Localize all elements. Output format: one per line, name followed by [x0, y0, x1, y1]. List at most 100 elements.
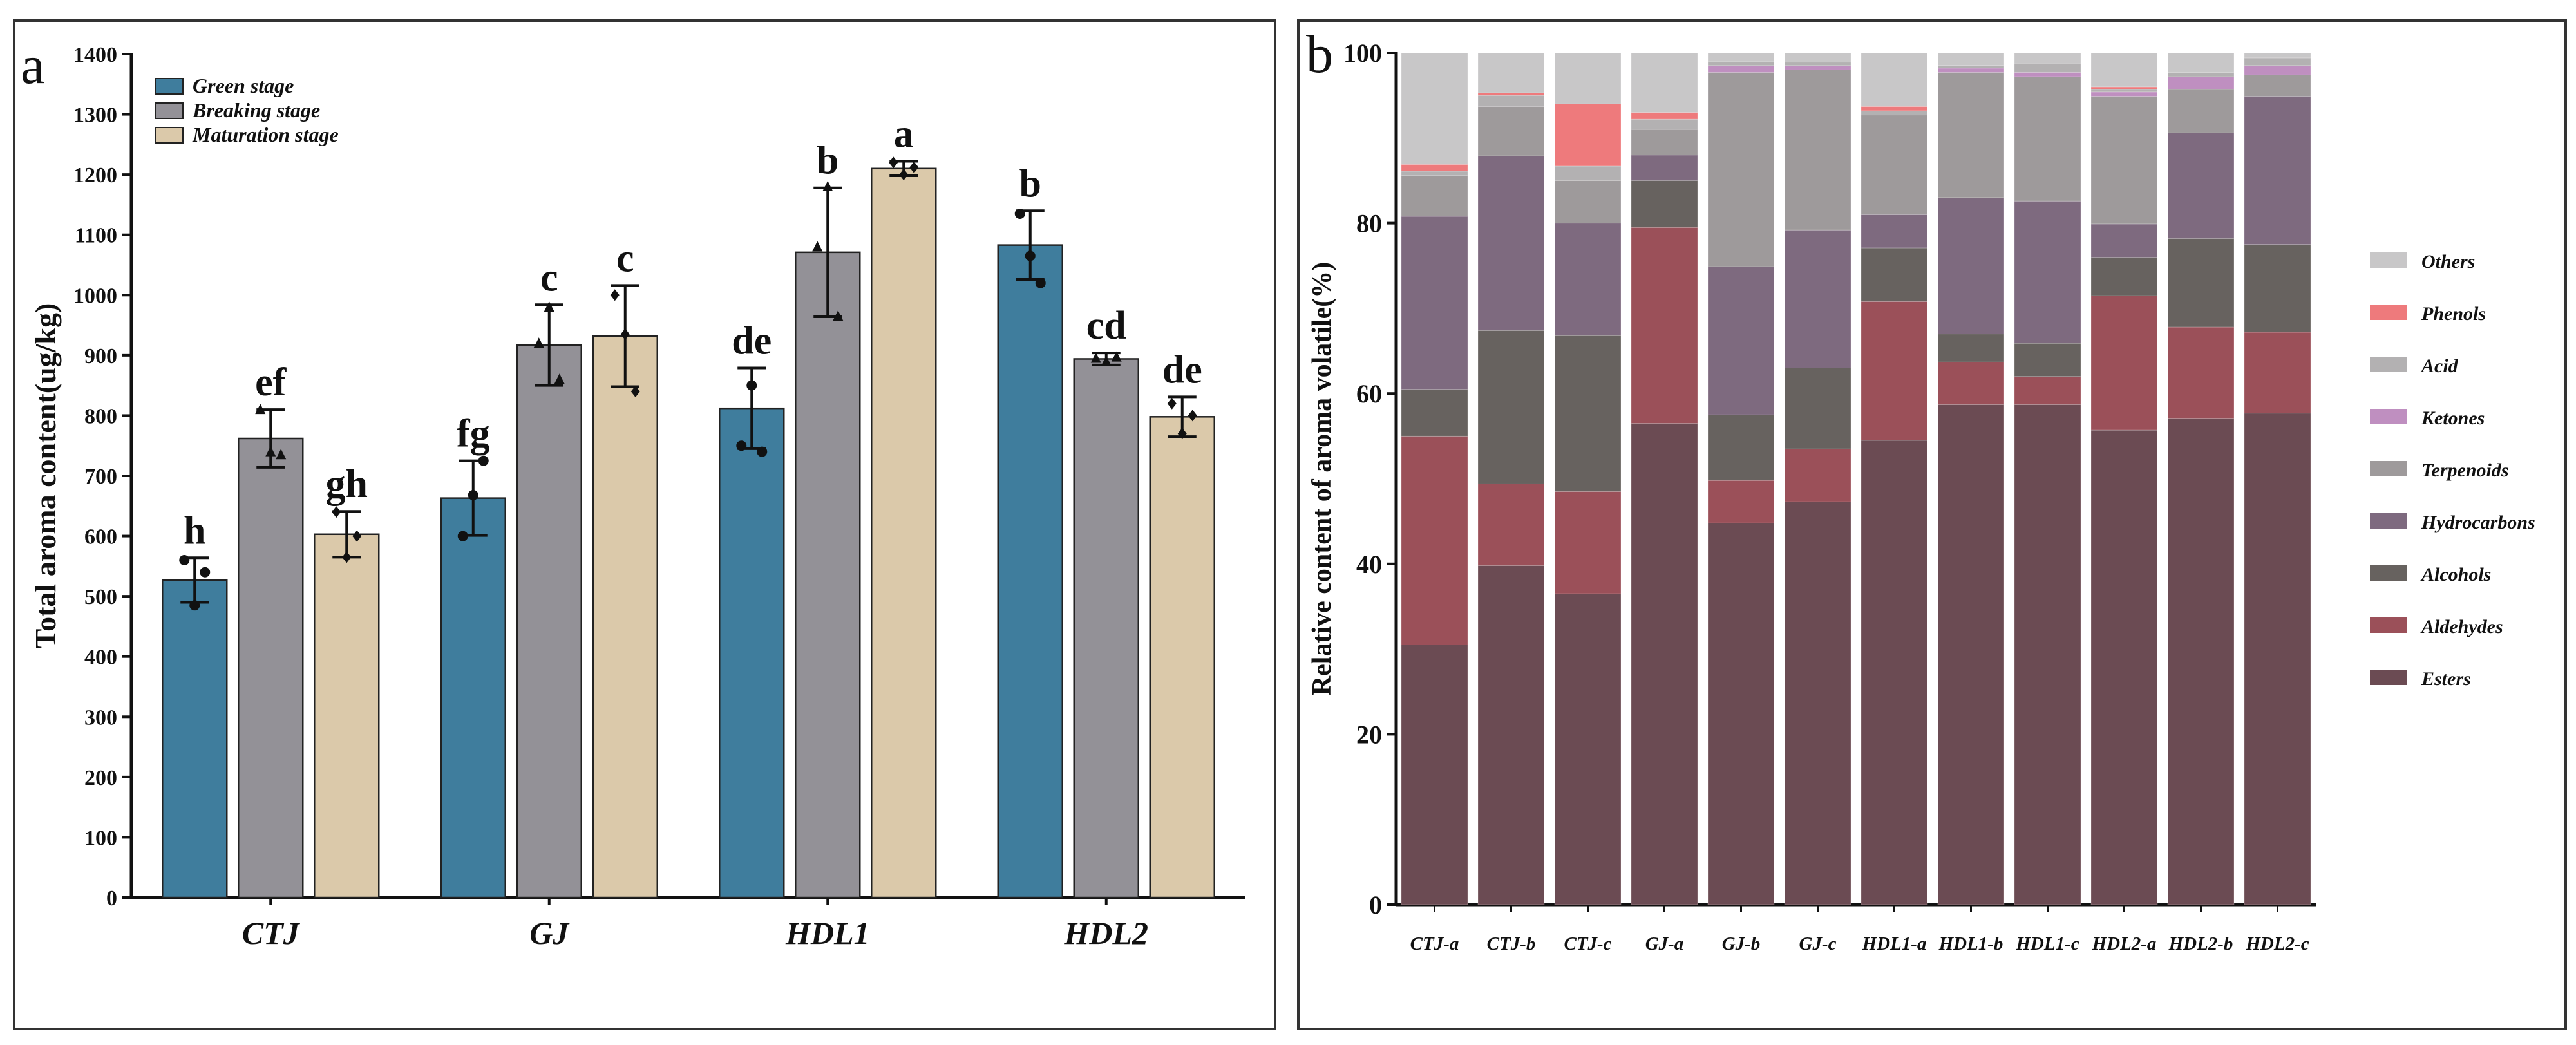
data-point: [1025, 250, 1036, 261]
significance-letter: c: [616, 236, 634, 280]
data-point: [899, 169, 909, 181]
stack-segment-hydrocarbons: [1707, 266, 1775, 415]
legend-swatch: [2370, 252, 2407, 268]
data-point: [746, 380, 757, 391]
legend-swatch: [2370, 670, 2407, 685]
stack-segment-ketones: [1707, 65, 1775, 73]
stack-segment-acid: [2167, 71, 2235, 77]
data-point: [1090, 352, 1101, 363]
legend-label: Green stage: [193, 74, 294, 97]
x-tick-label: HDL2-a: [2092, 934, 2157, 954]
stack-segment-terpenoids: [1937, 71, 2005, 198]
stack-segment-others: [2167, 52, 2235, 73]
x-tick-label: GJ-a: [1645, 934, 1684, 954]
legend-swatch: [2370, 617, 2407, 633]
stack-segment-others: [1937, 52, 2005, 66]
y-tick-label: 1300: [73, 104, 117, 127]
stack-segment-alcohols: [2244, 244, 2311, 333]
bar-green-stage: [997, 244, 1063, 899]
bar-maturation-stage: [871, 167, 937, 899]
y-tick-label: 1000: [73, 284, 117, 308]
legend-label: Alcohols: [2420, 564, 2491, 585]
y-axis-label-b: Relative content of aroma volatile(%): [1307, 262, 1337, 695]
panel-label-a: a: [21, 35, 44, 95]
data-point: [822, 180, 833, 191]
bar-breaking-stage: [1073, 358, 1139, 899]
data-point: [833, 310, 844, 321]
data-point: [255, 404, 266, 415]
stack-segment-alcohols: [1707, 414, 1775, 481]
stack-segment-alcohols: [2014, 343, 2081, 377]
stack-segment-aldehydes: [1784, 448, 1852, 502]
x-tick-label: HDL1-b: [1938, 934, 2003, 954]
data-point: [1177, 428, 1187, 440]
y-tick-label: 200: [84, 766, 117, 790]
data-point: [533, 337, 544, 348]
stack-segment-terpenoids: [2014, 76, 2081, 202]
data-point: [544, 301, 554, 312]
data-point: [889, 156, 898, 169]
x-tick-label: HDL2: [1063, 915, 1148, 951]
bar-breaking-stage: [516, 344, 582, 899]
significance-letter: gh: [326, 462, 368, 506]
x-tick-label: CTJ-b: [1487, 934, 1536, 954]
legend-swatch: [2370, 461, 2407, 476]
data-point: [200, 567, 211, 578]
y-tick-label: 1100: [75, 224, 117, 248]
data-point: [1035, 278, 1046, 288]
y-tick-label: 1200: [73, 164, 117, 187]
legend-label: Others: [2421, 251, 2475, 272]
stack-segment-hydrocarbons: [1401, 216, 1468, 390]
stack-segment-esters: [1477, 565, 1545, 905]
stack-segment-aldehydes: [1477, 483, 1545, 566]
stack-segment-acid: [2244, 57, 2311, 66]
significance-letter: c: [540, 256, 558, 299]
stack-segment-terpenoids: [1554, 180, 1622, 224]
stack-segment-aldehydes: [1861, 301, 1928, 441]
stack-segment-hydrocarbons: [1861, 214, 1928, 249]
stack-segment-hydrocarbons: [2090, 223, 2158, 258]
data-point: [1188, 410, 1197, 422]
data-point: [468, 489, 478, 500]
x-tick-label: HDL1-a: [1862, 934, 1927, 954]
stack-segment-hydrocarbons: [2014, 200, 2081, 344]
stack-segment-acid: [1784, 62, 1852, 66]
stack-segment-others: [1861, 52, 1928, 107]
stack-segment-others: [1707, 52, 1775, 62]
stack-segment-others: [1401, 52, 1468, 165]
legend-swatch: [2370, 565, 2407, 581]
stack-segment-hydrocarbons: [1631, 155, 1698, 181]
y-tick-label: 300: [84, 706, 117, 730]
stack-segment-phenols: [1554, 103, 1622, 167]
stack-segment-hydrocarbons: [1554, 223, 1622, 336]
data-point: [457, 531, 468, 541]
y-axis-label-a: Total aroma content(ug/kg): [29, 303, 62, 649]
stack-segment-esters: [1861, 440, 1928, 905]
legend-swatch: [155, 78, 184, 95]
stack-segment-alcohols: [1477, 330, 1545, 484]
stack-segment-phenols: [1401, 164, 1468, 172]
x-tick-label: CTJ-a: [1410, 934, 1459, 954]
stack-segment-ketones: [2090, 91, 2158, 97]
stack-segment-others: [2014, 52, 2081, 64]
bar-green-stage: [162, 579, 228, 899]
panel-a: a 0 100 200 300 400 500 600 700 800 900 1000 1100 120…: [13, 19, 1276, 1030]
panel-label-b: b: [1306, 24, 1333, 84]
y-tick-label: 40: [1356, 550, 1382, 579]
data-point: [554, 373, 565, 384]
stack-segment-hydrocarbons: [1477, 155, 1545, 331]
legend-swatch: [155, 127, 184, 144]
stack-segment-terpenoids: [1707, 71, 1775, 267]
stack-segment-terpenoids: [1631, 129, 1698, 156]
stack-segment-acid: [2090, 89, 2158, 93]
significance-letter: b: [1019, 162, 1041, 205]
y-tick-label: 800: [84, 404, 117, 428]
stack-segment-esters: [2167, 418, 2235, 905]
stack-segment-aldehydes: [2014, 376, 2081, 405]
stack-segment-aldehydes: [2090, 295, 2158, 431]
data-point: [276, 449, 287, 460]
stack-segment-alcohols: [2090, 257, 2158, 296]
legend-label: Phenols: [2421, 303, 2486, 325]
stack-segment-aldehydes: [2167, 326, 2235, 419]
bar-breaking-stage: [795, 251, 861, 899]
